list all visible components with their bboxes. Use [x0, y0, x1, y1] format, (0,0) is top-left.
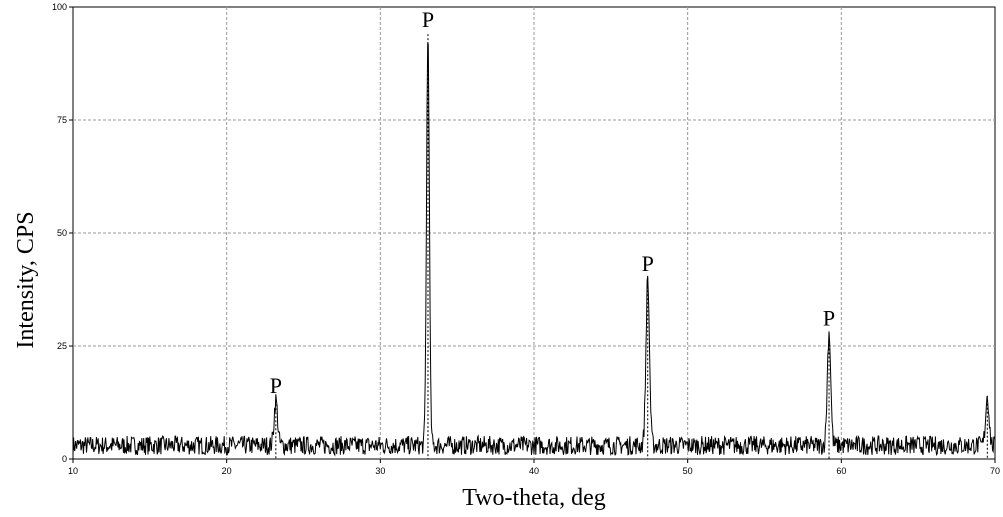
- y-tick-label: 25: [57, 341, 67, 351]
- x-tick-label: 70: [990, 466, 1000, 476]
- peak-label: P: [422, 7, 434, 32]
- x-tick-label: 30: [375, 466, 385, 476]
- x-tick-label: 50: [683, 466, 693, 476]
- x-tick-label: 10: [68, 466, 78, 476]
- diffraction-pattern-line: [72, 42, 996, 457]
- peak-label: P: [642, 251, 654, 276]
- y-tick-label: 75: [57, 115, 67, 125]
- axis-ticks: 10 20 30 40 50 60 70 0 25 50 75 100: [52, 2, 1000, 476]
- peak-drop-lines: [275, 34, 988, 459]
- peak-label: P: [823, 305, 835, 330]
- x-tick-label: 20: [222, 466, 232, 476]
- x-tick-label: 40: [529, 466, 539, 476]
- y-tick-label: 0: [62, 454, 67, 464]
- x-tick-label: 60: [836, 466, 846, 476]
- y-tick-label: 50: [57, 228, 67, 238]
- x-axis-title: Two-theta, deg: [462, 485, 606, 511]
- peak-label: P: [270, 373, 282, 398]
- y-tick-label: 100: [52, 2, 67, 12]
- peak-labels: P P P P: [270, 7, 835, 398]
- grid-lines: [73, 7, 995, 459]
- y-axis-title: Intensity, CPS: [13, 211, 39, 348]
